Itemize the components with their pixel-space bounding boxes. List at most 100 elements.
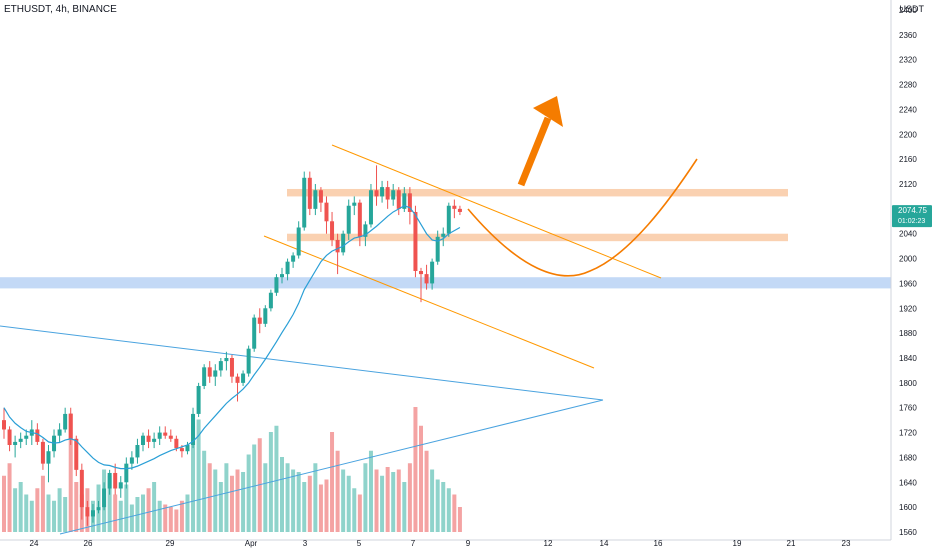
x-tick-label: 14 [600,539,609,548]
candle-body [157,432,162,439]
volume-bar [330,432,335,532]
volume-bar [430,469,435,532]
volume-bar [174,509,179,532]
x-tick-label: 9 [466,539,471,548]
volume-bar [168,507,173,532]
candle-body [152,438,157,442]
volume-bar [285,463,290,532]
currency-label: USDT [899,4,925,14]
candle-body [185,445,190,452]
y-tick-label: 1880 [899,329,917,338]
candle-body [202,367,207,386]
y-tick-label: 1920 [899,304,917,313]
volume-bar [179,500,184,532]
volume-bar [341,469,346,532]
x-tick-label: 3 [303,539,308,548]
projection-layer [467,96,698,277]
candle-body [2,420,6,430]
candle-body [302,177,307,228]
candle-body [46,451,51,464]
candle-body [430,261,435,284]
candle-body [402,193,407,209]
candle-body [419,271,423,275]
candle-body [7,429,12,445]
volume-bar [218,482,223,532]
x-tick-label: 16 [654,539,663,548]
candle-body [135,445,140,458]
candle-body [313,190,318,209]
y-tick-label: 1640 [899,478,917,487]
volume-bar [57,488,62,532]
candle-body [274,277,279,293]
candle-body [224,358,229,362]
volume-bar [385,467,390,532]
volume-bar [46,494,51,532]
candle-body [285,261,290,275]
candle-body [352,202,357,206]
channel-lines-layer [263,144,662,369]
volume-bar [307,475,312,532]
candle-body [141,435,145,445]
volume-bar [446,488,451,532]
x-tick-label: 24 [30,539,39,548]
candle-body [85,507,90,517]
candle-body [280,274,284,278]
candle-body [35,429,40,442]
y-tick-label: 2280 [899,81,917,90]
volume-bar [452,494,457,532]
y-tick-label: 1800 [899,379,917,388]
candle-body [452,205,457,209]
candle-body [218,361,223,371]
volume-bar [113,494,118,532]
volume-bar [391,472,396,532]
candle-body [107,472,112,489]
candle-body [346,205,351,234]
resistance-zone-lower [287,233,788,242]
y-tick-label: 1840 [899,354,917,363]
volume-bar [146,488,151,532]
candle-body [396,190,401,209]
x-tick-label: 26 [84,539,93,548]
volume-bar [318,484,323,532]
triangle-upper-line [0,325,604,401]
x-tick-label: 21 [787,539,796,548]
x-tick-label: 23 [842,539,851,548]
bullish-arrow-shaft [517,116,552,187]
candle-body [124,463,129,483]
candle-body [163,432,168,436]
volume-bar [157,500,162,532]
volume-bar [118,500,123,532]
y-tick-label: 2400 [899,6,917,15]
candle-body [391,190,396,200]
candle-body [318,190,323,203]
y-tick-label: 1720 [899,429,917,438]
volume-bar [202,450,207,532]
candles-layer [2,165,462,526]
moving-average-line [3,205,461,470]
channel-upper-line [331,144,662,279]
candle-body [246,348,251,374]
candle-body [79,469,84,508]
volume-bar [18,482,23,532]
volume-bar [24,494,29,532]
triangle-lower-line [59,399,604,535]
candle-body [441,233,446,237]
candle-body [407,193,412,212]
candle-body [57,429,62,436]
volume-bar [235,469,240,532]
y-tick-label: 1680 [899,453,917,462]
y-tick-label: 2000 [899,255,917,264]
volume-bar [35,488,40,532]
volume-bar [313,463,318,532]
candle-body [457,208,462,212]
volume-bar [380,475,385,532]
candle-body [18,438,23,442]
price-axis-background [891,0,932,550]
candle-body [241,373,246,383]
candle-body [263,308,268,324]
y-tick-label: 2360 [899,31,917,40]
candle-body [13,441,18,445]
